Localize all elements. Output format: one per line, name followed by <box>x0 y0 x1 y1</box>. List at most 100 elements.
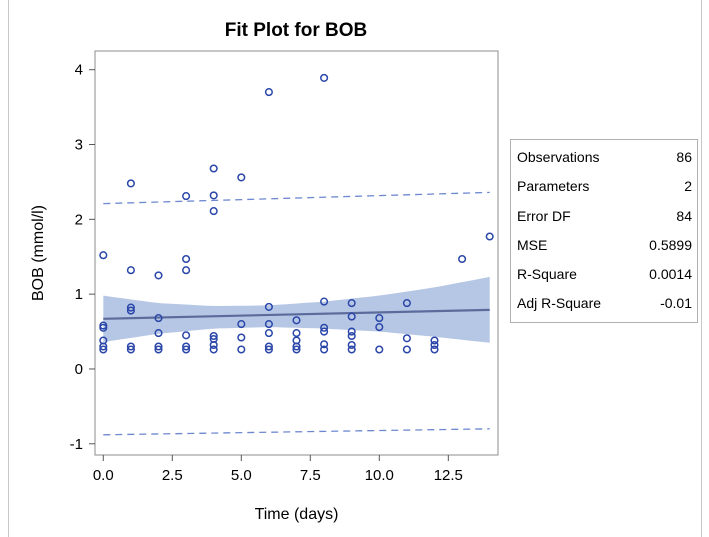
data-point <box>237 345 246 354</box>
data-point <box>182 266 191 275</box>
data-point <box>264 302 273 311</box>
x-tick-label: 7.5 <box>300 467 321 484</box>
data-point <box>182 331 191 340</box>
stats-row-parameters: Parameters 2 <box>511 172 697 201</box>
data-point <box>485 232 494 241</box>
stats-label: Observations <box>517 149 600 165</box>
data-point <box>209 164 218 173</box>
data-point <box>182 192 191 201</box>
data-point <box>264 329 273 338</box>
data-point <box>126 342 135 351</box>
fit-statistics-table: Observations 86 Parameters 2 Error DF 84… <box>510 139 698 323</box>
stats-value: 86 <box>676 149 692 165</box>
data-point <box>347 299 356 308</box>
y-tick-label: 4 <box>75 62 83 79</box>
figure-frame <box>8 0 702 537</box>
stats-label: Error DF <box>517 207 571 224</box>
data-point <box>126 345 135 354</box>
y-tick-label: 3 <box>75 137 83 154</box>
stats-row-error-df: Error DF 84 <box>511 202 697 231</box>
confidence-band <box>103 276 490 343</box>
data-point <box>292 316 301 325</box>
y-axis-label: BOB (mmol/l) <box>30 205 47 301</box>
data-point <box>182 254 191 264</box>
data-point <box>320 345 329 354</box>
data-point <box>375 323 384 332</box>
y-tick-label: 1 <box>75 286 83 303</box>
data-point <box>320 327 329 336</box>
y-tick-label: 0 <box>75 361 83 378</box>
data-point <box>347 345 356 354</box>
data-point <box>402 334 411 343</box>
stats-value: 84 <box>676 207 692 224</box>
data-point <box>126 306 135 315</box>
data-point <box>320 297 329 306</box>
data-point <box>320 323 329 332</box>
stats-label: Adj R-Square <box>517 295 602 312</box>
data-point <box>182 345 191 354</box>
stats-value: -0.01 <box>660 295 692 312</box>
data-point <box>430 336 439 345</box>
x-tick-label: 10.0 <box>365 467 394 484</box>
data-point <box>237 333 246 342</box>
data-point <box>292 345 301 354</box>
stats-row-r-square: R-Square 0.0014 <box>511 260 697 289</box>
y-tick-label: 2 <box>75 211 83 228</box>
data-point <box>154 342 163 351</box>
data-point <box>292 329 301 338</box>
data-point <box>99 251 108 260</box>
data-point <box>458 254 467 264</box>
data-point <box>154 314 163 323</box>
data-point <box>99 345 108 354</box>
data-point <box>264 342 273 351</box>
data-point <box>209 191 218 200</box>
data-point <box>320 340 329 349</box>
data-point <box>264 345 273 354</box>
data-point <box>154 345 163 354</box>
data-point <box>126 266 135 275</box>
data-point <box>154 271 163 280</box>
data-point <box>402 299 411 308</box>
data-point <box>347 331 356 341</box>
data-point <box>209 331 218 341</box>
data-point <box>237 320 246 329</box>
stats-value: 0.0014 <box>649 266 692 283</box>
x-tick-label: 12.5 <box>434 467 463 484</box>
stats-label: R-Square <box>517 266 577 283</box>
data-point <box>292 342 301 351</box>
stats-value: 2 <box>684 178 692 195</box>
stats-label: Parameters <box>517 178 590 195</box>
chart-title: Fit Plot for BOB <box>224 20 368 41</box>
x-tick-label: 2.5 <box>162 467 183 484</box>
prediction-lower-line <box>103 428 490 436</box>
x-axis-label: Time (days) <box>255 506 339 523</box>
data-point <box>375 314 384 323</box>
data-point <box>430 340 439 350</box>
data-point <box>237 173 246 182</box>
data-point <box>264 320 273 329</box>
plot-frame <box>94 50 499 456</box>
data-point <box>430 345 439 354</box>
data-point <box>126 303 135 312</box>
prediction-upper-line <box>103 191 490 205</box>
data-point <box>347 312 356 321</box>
stats-row-adj-r-square: Adj R-Square -0.01 <box>511 289 697 318</box>
data-point <box>99 342 108 351</box>
data-point <box>99 323 108 332</box>
stats-row-observations: Observations 86 <box>511 143 697 172</box>
data-point <box>347 327 356 336</box>
data-point <box>264 88 273 97</box>
data-point <box>126 179 135 188</box>
data-point <box>347 340 356 350</box>
stats-row-mse: MSE 0.5899 <box>511 231 697 260</box>
x-tick-label: 5.0 <box>231 467 252 484</box>
stats-label: MSE <box>517 236 548 253</box>
data-point <box>320 73 329 82</box>
data-point <box>182 342 191 351</box>
data-point <box>209 207 218 216</box>
fit-line <box>103 308 490 320</box>
data-point <box>209 345 218 354</box>
data-point <box>375 345 384 354</box>
data-point <box>154 329 163 338</box>
